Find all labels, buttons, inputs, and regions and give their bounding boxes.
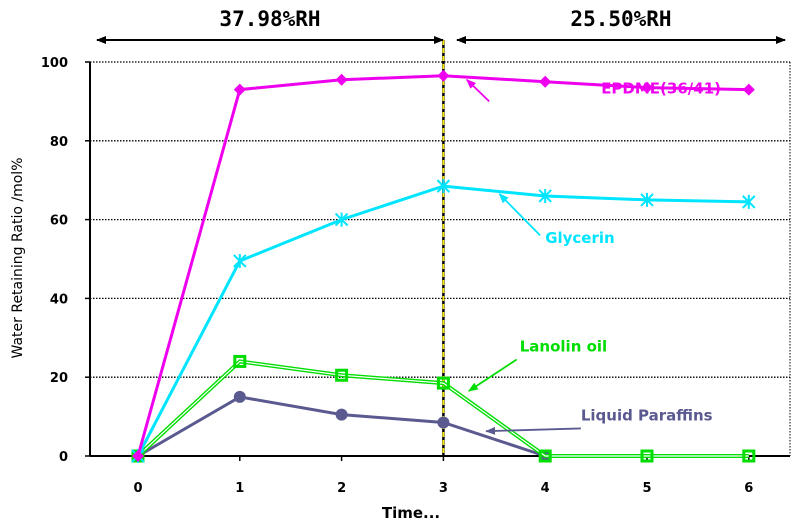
series-annotations: EPDME(36/41) Glycerin Lanolin oil Liquid Pa… [466, 79, 721, 435]
series-lanolin-oil [131, 354, 756, 463]
annotation-pointer [468, 358, 518, 392]
data-point [538, 449, 552, 463]
x-tick-label: 6 [744, 481, 753, 496]
data-point [436, 179, 451, 194]
data-point [132, 450, 144, 462]
x-tick-label: 3 [439, 481, 448, 496]
y-tick-label: 40 [50, 292, 68, 307]
condition-arrows: 37.98%RH 25.50%RH [96, 7, 786, 44]
series-group [131, 69, 756, 463]
series-label: EPDME(36/41) [601, 80, 721, 98]
y-tick-label: 60 [50, 214, 68, 229]
data-point [233, 390, 246, 403]
data-point [437, 416, 450, 429]
data-point [335, 368, 349, 382]
data-point [641, 81, 653, 94]
data-point [334, 212, 349, 227]
series-label: Glycerin [545, 229, 615, 247]
y-tick-label: 20 [50, 371, 68, 386]
data-point [437, 69, 450, 82]
y-tick-label: 100 [41, 56, 68, 71]
x-tick-label: 5 [642, 481, 651, 496]
data-point [640, 449, 654, 463]
axis-labels: Time... Water Retaining Ratio /mol% [10, 158, 440, 522]
data-point [742, 449, 756, 463]
data-point [742, 194, 756, 209]
data-point [539, 75, 552, 88]
x-tick-label: 1 [235, 481, 244, 496]
x-tick-label: 4 [541, 481, 550, 496]
data-point [538, 188, 552, 203]
series-line [137, 395, 546, 458]
annotation-pointer [466, 79, 490, 103]
series-label: Lanolin oil [520, 338, 607, 356]
data-point [640, 192, 654, 207]
x-tick-label: 0 [133, 481, 142, 496]
annotation-pointer [498, 193, 541, 236]
data-point [335, 408, 348, 421]
data-point [436, 376, 450, 390]
x-axis-label: Time... [382, 504, 440, 522]
condition-label: 37.98%RH [219, 7, 320, 31]
grid-lines [90, 61, 790, 378]
series-label: Liquid Paraffins [581, 407, 713, 425]
data-point [233, 253, 247, 268]
y-axis-label: Water Retaining Ratio /mol% [10, 158, 26, 359]
data-point [742, 83, 755, 96]
data-point [335, 73, 348, 86]
x-tick-label: 2 [337, 481, 346, 496]
series-line-inner [137, 360, 749, 457]
data-point [233, 83, 246, 96]
annotation-pointer [485, 426, 581, 435]
y-tick-label: 80 [50, 135, 68, 150]
condition-label: 25.50%RH [570, 7, 671, 31]
y-tick-label: 0 [59, 450, 68, 465]
series-epdme-36-41- [132, 69, 755, 462]
data-point [233, 354, 247, 368]
